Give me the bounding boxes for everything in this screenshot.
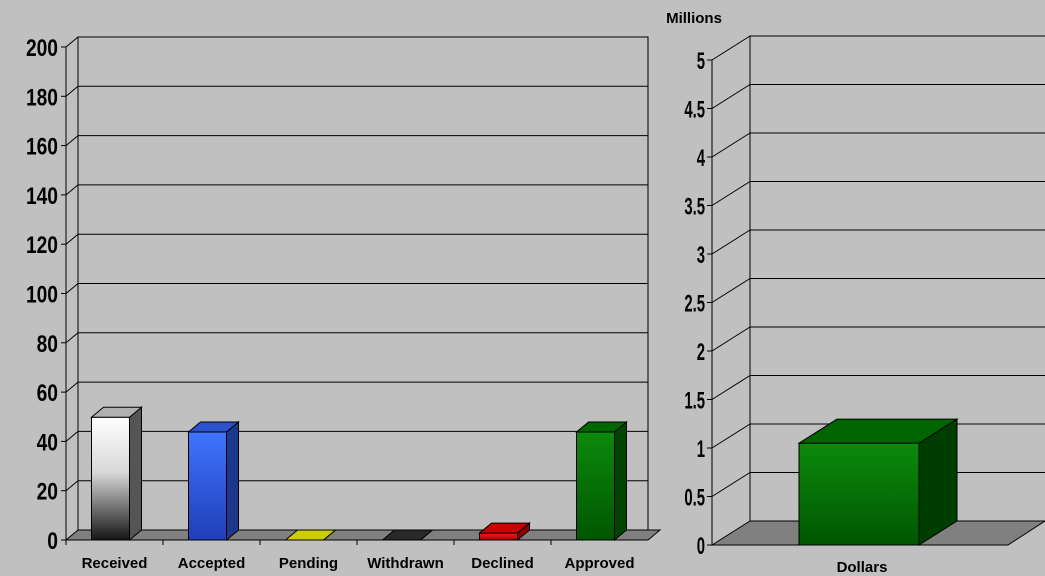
y-tick-label: 1.5 (684, 388, 705, 414)
bar-front (188, 431, 227, 541)
bar-top (381, 529, 434, 541)
gridline-diagonal (711, 423, 751, 449)
gridline-diagonal (65, 332, 79, 344)
bar-top (797, 418, 959, 444)
x-tick-label: Pending (279, 555, 338, 572)
y-tick-label: 60 (37, 379, 58, 407)
gridline-diagonal (711, 375, 751, 400)
y-tick-label: 180 (26, 83, 58, 111)
gridline-diagonal (65, 480, 79, 492)
gridline-diagonal (65, 36, 79, 48)
y-tick-label: 2.5 (684, 291, 705, 317)
y-tick-label: 120 (26, 231, 58, 259)
left-bar-chart: 0 20 40 60 80 100 120 140 160 180 200 Received Accep… (26, 34, 662, 572)
bar-top (90, 406, 143, 418)
x-tick-label: Declined (471, 555, 534, 572)
y-tick-label: 80 (37, 330, 58, 358)
x-tick-label: Accepted (178, 555, 246, 572)
y-tick-label: 140 (26, 182, 58, 210)
bar-front (576, 431, 615, 541)
y-tick-label: 0 (47, 527, 58, 555)
y-tick-label: 3.5 (684, 194, 705, 220)
gridline-diagonal (65, 85, 79, 97)
gridline-diagonal (65, 431, 79, 442)
gridline-diagonal (711, 84, 751, 109)
y-tick-label: 200 (26, 34, 58, 62)
gridline-diagonal (711, 132, 751, 158)
gridline-diagonal (65, 135, 79, 146)
y-tick-label: 40 (37, 428, 58, 456)
gridline-diagonal (65, 184, 79, 196)
right-bar-chart: Millions 0 0.5 1 1.5 2 2.5 3 3.5 4 4.5 5 Dollars (666, 10, 1045, 576)
y-tick-label: 5 (697, 49, 705, 75)
gridline-diagonal (711, 326, 751, 352)
y-tick-label: 0.5 (684, 485, 705, 511)
y-tick-label: 3 (697, 243, 705, 269)
floor (64, 529, 662, 541)
bar-top (575, 421, 628, 433)
y-tick-label: 160 (26, 133, 58, 161)
y-tick-label: 1 (697, 437, 705, 463)
bar-side (226, 420, 239, 542)
gridline-diagonal (711, 35, 751, 61)
gridline-diagonal (65, 283, 79, 294)
gridline-diagonal (711, 181, 751, 206)
bar-top (187, 421, 240, 433)
bar-top (478, 522, 531, 534)
y-tick-label: 4.5 (684, 97, 705, 123)
y-tick-label: 2 (697, 340, 705, 366)
x-tick-label: Received (82, 555, 148, 572)
y-tick-label: 4 (697, 146, 705, 172)
bar-front (91, 416, 130, 541)
bar-top (284, 529, 337, 541)
units-label: Millions (666, 10, 722, 27)
bar-front (479, 532, 518, 541)
y-tick-label: 100 (26, 280, 58, 308)
gridline-diagonal (711, 472, 751, 497)
gridline-diagonal (711, 229, 751, 255)
bar-front (798, 442, 920, 546)
gridline-diagonal (711, 278, 751, 303)
bar-side (614, 420, 627, 542)
y-tick-label: 0 (697, 534, 705, 560)
x-tick-label: Dollars (837, 559, 888, 576)
bar-side (129, 406, 142, 542)
y-tick-label: 20 (37, 478, 58, 506)
gridline-diagonal (65, 381, 79, 393)
x-tick-label: Withdrawn (367, 555, 444, 572)
gridline-diagonal (65, 233, 79, 245)
x-tick-label: Approved (564, 555, 634, 572)
